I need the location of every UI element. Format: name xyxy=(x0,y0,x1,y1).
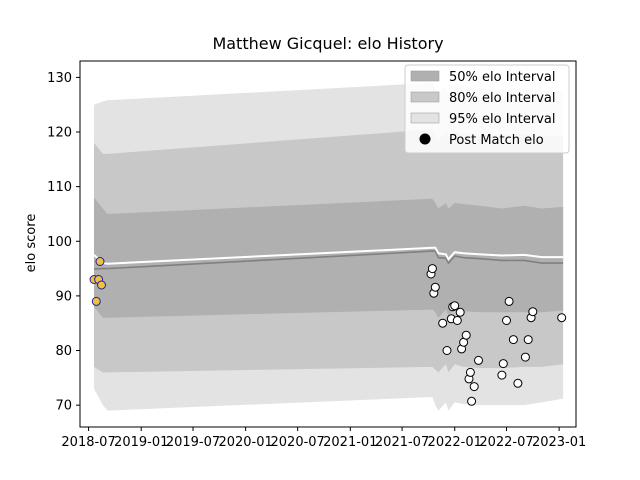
legend-label-1: 50% elo Interval xyxy=(449,70,556,85)
data-point-1-19 xyxy=(474,355,483,365)
x-tick-label-6: 2021-01 xyxy=(323,435,377,450)
legend-marker-4 xyxy=(419,133,431,145)
center-line xyxy=(93,250,564,270)
chart-title: Matthew Gicquel: elo History xyxy=(212,34,443,53)
x-tick-label-10: 2023-01 xyxy=(532,435,586,450)
data-point-1-29 xyxy=(528,307,538,317)
x-tick-label-5: 2020-07 xyxy=(271,435,325,450)
data-point-2-2 xyxy=(91,296,101,306)
y-axis: 70 80 90 100 110 120 130 xyxy=(47,71,80,414)
data-point-1-9 xyxy=(450,301,460,311)
x-tick-label-1: 2018-07 xyxy=(61,435,115,450)
legend: 50% elo Interval 80% elo Interval 95% elo … xyxy=(404,64,570,154)
data-point-1-24 xyxy=(508,335,518,345)
data-point-1-10 xyxy=(452,316,462,325)
trend-lines xyxy=(93,246,564,270)
legend-swatch-3 xyxy=(410,112,440,124)
data-point-1-22 xyxy=(502,316,511,325)
legend-label-2: 80% elo Interval xyxy=(449,91,556,106)
interval-bands xyxy=(94,82,564,411)
legend-label-3: 95% elo Interval xyxy=(449,112,556,127)
data-point-1-26 xyxy=(520,352,530,362)
data-point-1-27 xyxy=(523,335,533,345)
data-point-1-5 xyxy=(438,318,448,328)
mean-line xyxy=(93,246,564,265)
y-tick-label-6: 120 xyxy=(47,126,72,141)
data-point-1-14 xyxy=(461,330,471,340)
data-point-2-4 xyxy=(95,257,105,266)
interval-band-3 xyxy=(94,197,564,318)
y-tick-label-4: 100 xyxy=(47,235,72,250)
y-tick-label-5: 110 xyxy=(47,180,72,195)
data-point-2-5 xyxy=(97,280,106,290)
legend-label-4: Post Match elo xyxy=(449,133,544,148)
plot-frame xyxy=(79,60,577,428)
data-point-1-23 xyxy=(504,296,514,306)
y-axis-label: elo score xyxy=(24,214,39,273)
y-tick-label-7: 130 xyxy=(47,71,72,86)
legend-swatch-2 xyxy=(410,91,440,103)
post-match-points xyxy=(89,257,567,406)
x-tick-label-9: 2022-07 xyxy=(479,435,533,450)
data-point-1-17 xyxy=(467,396,477,406)
data-point-1-11 xyxy=(455,307,465,317)
x-axis: 2018-072019-012019-072020-012020-072021-… xyxy=(61,427,586,450)
x-tick-label-4: 2020-01 xyxy=(218,435,272,450)
data-point-1-25 xyxy=(513,378,523,388)
data-point-1-6 xyxy=(442,346,452,355)
data-point-1-21 xyxy=(498,359,508,369)
data-point-1-2 xyxy=(427,264,437,274)
data-point-1-30 xyxy=(557,313,567,323)
x-tick-label-2: 2019-01 xyxy=(114,435,168,450)
legend-swatch-1 xyxy=(410,70,440,82)
x-tick-label-7: 2021-07 xyxy=(375,435,429,450)
data-point-1-20 xyxy=(497,370,507,380)
y-tick-label-2: 80 xyxy=(55,344,72,359)
data-point-1-16 xyxy=(465,367,475,377)
y-tick-label-1: 70 xyxy=(55,399,72,414)
x-tick-label-3: 2019-07 xyxy=(166,435,220,450)
data-point-1-18 xyxy=(469,382,479,392)
data-point-1-4 xyxy=(430,282,440,292)
x-tick-label-8: 2022-01 xyxy=(428,435,482,450)
legend-box xyxy=(404,64,570,154)
y-tick-label-3: 90 xyxy=(55,289,72,304)
